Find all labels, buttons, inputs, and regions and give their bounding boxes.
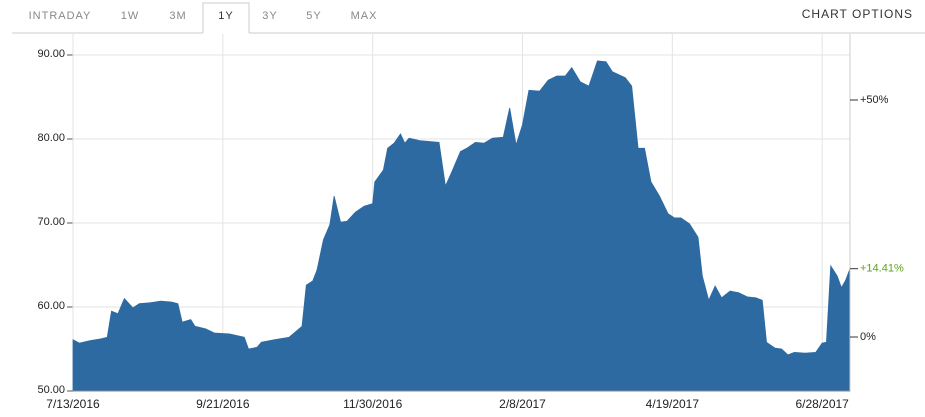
x-tick-label: 4/19/2017 [646, 397, 700, 411]
y-tick-label: 80.00 [37, 132, 65, 144]
x-tick-label: 6/28/2017 [795, 397, 849, 411]
tab[interactable]: 1W [121, 10, 140, 22]
tab[interactable]: 3M [169, 10, 186, 22]
x-tick-label: 7/13/2016 [46, 397, 100, 411]
y2-tick-label: 0% [860, 331, 876, 343]
y2-tick-label: +50% [860, 94, 889, 106]
tab[interactable]: INTRADAY [29, 10, 92, 22]
chart-options[interactable]: CHART OPTIONS [802, 7, 913, 21]
tab[interactable]: MAX [351, 10, 378, 22]
active-tab-frame [202, 2, 250, 33]
y-tick-label: 90.00 [37, 48, 65, 60]
x-tick-label: 2/8/2017 [499, 397, 546, 411]
price-area [72, 60, 851, 392]
current-change-label: +14.41% [860, 263, 904, 275]
tab[interactable]: 1Y [218, 10, 233, 22]
x-tick-label: 9/21/2016 [196, 397, 250, 411]
tab[interactable]: 3Y [262, 10, 277, 22]
y-tick-label: 50.00 [37, 384, 65, 396]
y-tick-label: 60.00 [37, 300, 65, 312]
x-tick-label: 11/30/2016 [343, 397, 402, 411]
y-tick-label: 70.00 [37, 216, 65, 228]
tab[interactable]: 5Y [306, 10, 321, 22]
